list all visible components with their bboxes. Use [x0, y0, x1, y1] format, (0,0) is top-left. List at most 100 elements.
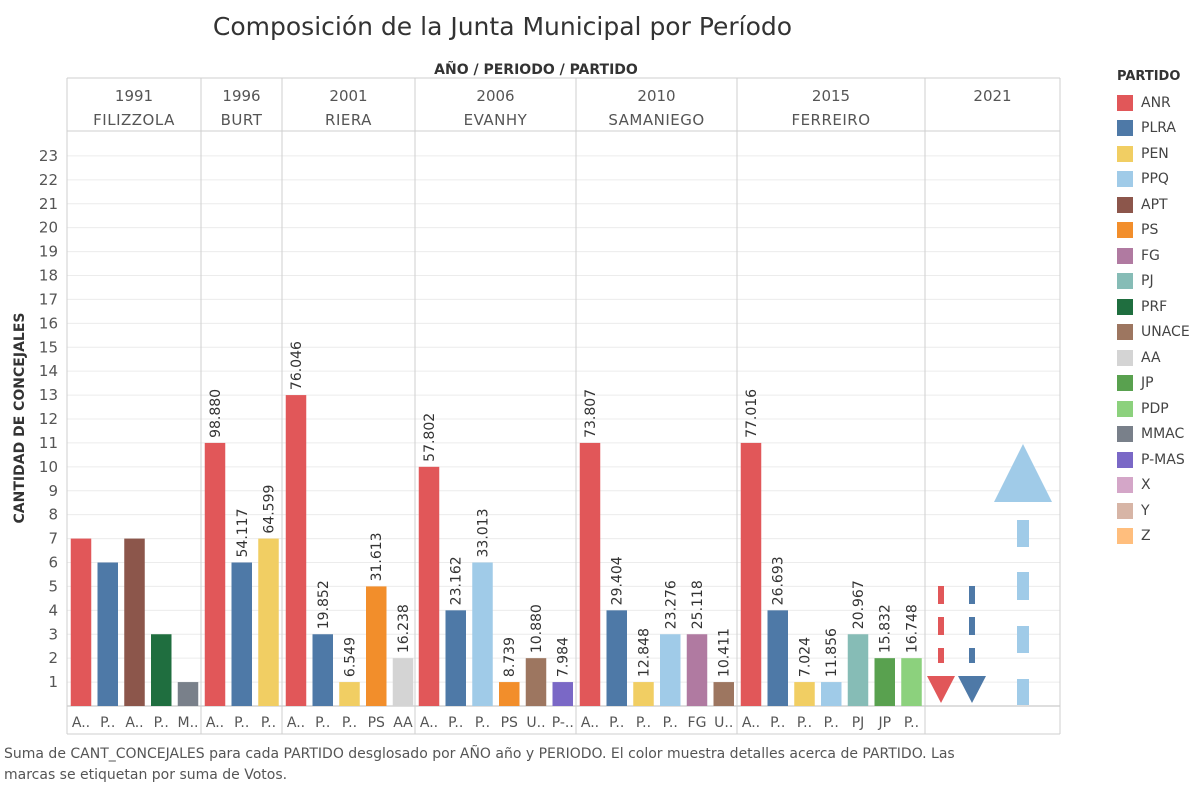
y-tick-label: 6 — [48, 554, 58, 572]
bar-chart: 1991FILIZZOLA1996BURT2001RIERA2006EVANHY… — [12, 61, 1061, 735]
arrow-down-anr — [927, 586, 955, 703]
legend-item-plra: PLRA — [1117, 116, 1200, 142]
column-header: AÑO / PERIODO / PARTIDO — [434, 61, 638, 78]
data-label: 29.404 — [610, 556, 626, 605]
bar-mmac — [177, 682, 199, 706]
legend-item-ppq: PPQ — [1117, 167, 1200, 193]
legend-label: AA — [1141, 349, 1161, 366]
y-tick-label: 8 — [48, 506, 58, 524]
arrow-dash — [938, 617, 944, 635]
y-tick-label: 3 — [48, 625, 58, 643]
data-label: 23.276 — [663, 580, 679, 629]
x-tick-label: P.. — [663, 715, 678, 731]
x-tick-label: A.. — [206, 715, 224, 731]
data-label: 15.832 — [878, 604, 894, 653]
legend-swatch — [1117, 247, 1133, 264]
legend-label: PS — [1141, 222, 1159, 239]
legend-swatch — [1117, 145, 1133, 162]
arrow-dash — [969, 648, 975, 663]
bar-anr — [579, 442, 601, 706]
data-label: 6.549 — [343, 637, 359, 677]
legend-item-aa: AA — [1117, 345, 1200, 371]
bars: 98.880 54.117 64.599 76.046 19.852 6.549 31.61… — [70, 341, 1052, 706]
legend-items: ANR PLRA PEN PPQ APT PS FG PJ PRF UNACE AA JP PDP MMA… — [1117, 90, 1200, 549]
legend-label: JP — [1141, 375, 1154, 392]
bar-plra — [767, 610, 788, 706]
panel-year: 2015 — [812, 87, 850, 105]
legend-swatch — [1117, 324, 1133, 341]
chart-title: Composición de la Junta Municipal por Pe… — [212, 12, 793, 41]
x-tick-label: P.. — [448, 715, 463, 731]
x-tick-label: P-.. — [552, 715, 574, 731]
bar-anr — [204, 442, 226, 706]
legend-swatch — [1117, 222, 1133, 239]
legend-swatch — [1117, 502, 1133, 519]
legend-label: PLRA — [1141, 120, 1176, 137]
data-label: 64.599 — [262, 485, 278, 534]
x-tick-label: A.. — [287, 715, 305, 731]
x-tick-label: A.. — [742, 715, 760, 731]
panel-year: 2021 — [973, 87, 1011, 105]
arrow-dash — [969, 586, 975, 604]
panel-period: FERREIRO — [791, 111, 870, 129]
legend-label: PDP — [1141, 400, 1169, 417]
bar-anr — [70, 538, 92, 706]
bar-ps — [499, 682, 520, 706]
bar-p-mas — [552, 682, 573, 706]
arrow-dash — [1017, 679, 1029, 705]
legend-label: P-MAS — [1141, 451, 1185, 468]
legend-item-fg: FG — [1117, 243, 1200, 269]
bar-prf — [151, 634, 172, 706]
x-tick-label: P.. — [475, 715, 490, 731]
bar-apt — [124, 538, 145, 706]
arrow-dash — [1017, 572, 1029, 600]
legend-swatch — [1117, 120, 1133, 137]
legend-label: PEN — [1141, 145, 1169, 162]
bar-plra — [312, 634, 333, 706]
x-tick-label: JP — [877, 715, 891, 731]
y-tick-label: 23 — [39, 147, 58, 165]
data-label: 23.162 — [449, 556, 465, 605]
bar-ps — [366, 586, 387, 706]
data-label: 10.880 — [529, 604, 545, 653]
legend: PARTIDO ANR PLRA PEN PPQ APT PS FG PJ PRF UNACE AA… — [1117, 68, 1200, 549]
panel-period: BURT — [221, 111, 263, 129]
bar-aa — [392, 658, 414, 706]
legend-item-unace: UNACE — [1117, 320, 1200, 346]
legend-label: Z — [1141, 528, 1151, 545]
data-label: 16.238 — [396, 604, 412, 653]
data-label: 33.013 — [476, 509, 492, 558]
x-tick-label: P.. — [315, 715, 330, 731]
legend-swatch — [1117, 171, 1133, 188]
bar-unace — [525, 658, 547, 706]
x-tick-label: P.. — [100, 715, 115, 731]
y-tick-label: 22 — [39, 171, 58, 189]
bar-jp — [874, 658, 895, 706]
bar-plra — [231, 562, 252, 706]
bar-anr — [418, 466, 440, 706]
y-tick-label: 7 — [48, 530, 58, 548]
legend-label: Y — [1141, 502, 1150, 519]
bar-plra — [606, 610, 627, 706]
data-label: 20.967 — [851, 580, 867, 629]
bar-unace — [713, 682, 734, 706]
legend-swatch — [1117, 349, 1133, 366]
y-tick-label: 20 — [39, 219, 58, 237]
bar-pen — [258, 538, 279, 706]
data-label: 54.117 — [235, 509, 251, 558]
bar-pen — [339, 682, 360, 706]
panel-period: SAMANIEGO — [608, 111, 704, 129]
arrow-head — [958, 676, 986, 703]
x-tick-label: P.. — [797, 715, 812, 731]
y-tick-label: 4 — [48, 601, 58, 619]
y-tick-label: 19 — [39, 243, 58, 261]
legend-label: PPQ — [1141, 171, 1169, 188]
x-tick-label: P.. — [609, 715, 624, 731]
arrow-down-plra — [958, 586, 986, 703]
legend-item-pdp: PDP — [1117, 396, 1200, 422]
data-label: 19.852 — [316, 580, 332, 629]
chart-caption: Suma de CANT_CONCEJALES para cada PARTID… — [4, 746, 955, 783]
legend-item-apt: APT — [1117, 192, 1200, 218]
legend-item-ps: PS — [1117, 218, 1200, 244]
legend-swatch — [1117, 196, 1133, 213]
